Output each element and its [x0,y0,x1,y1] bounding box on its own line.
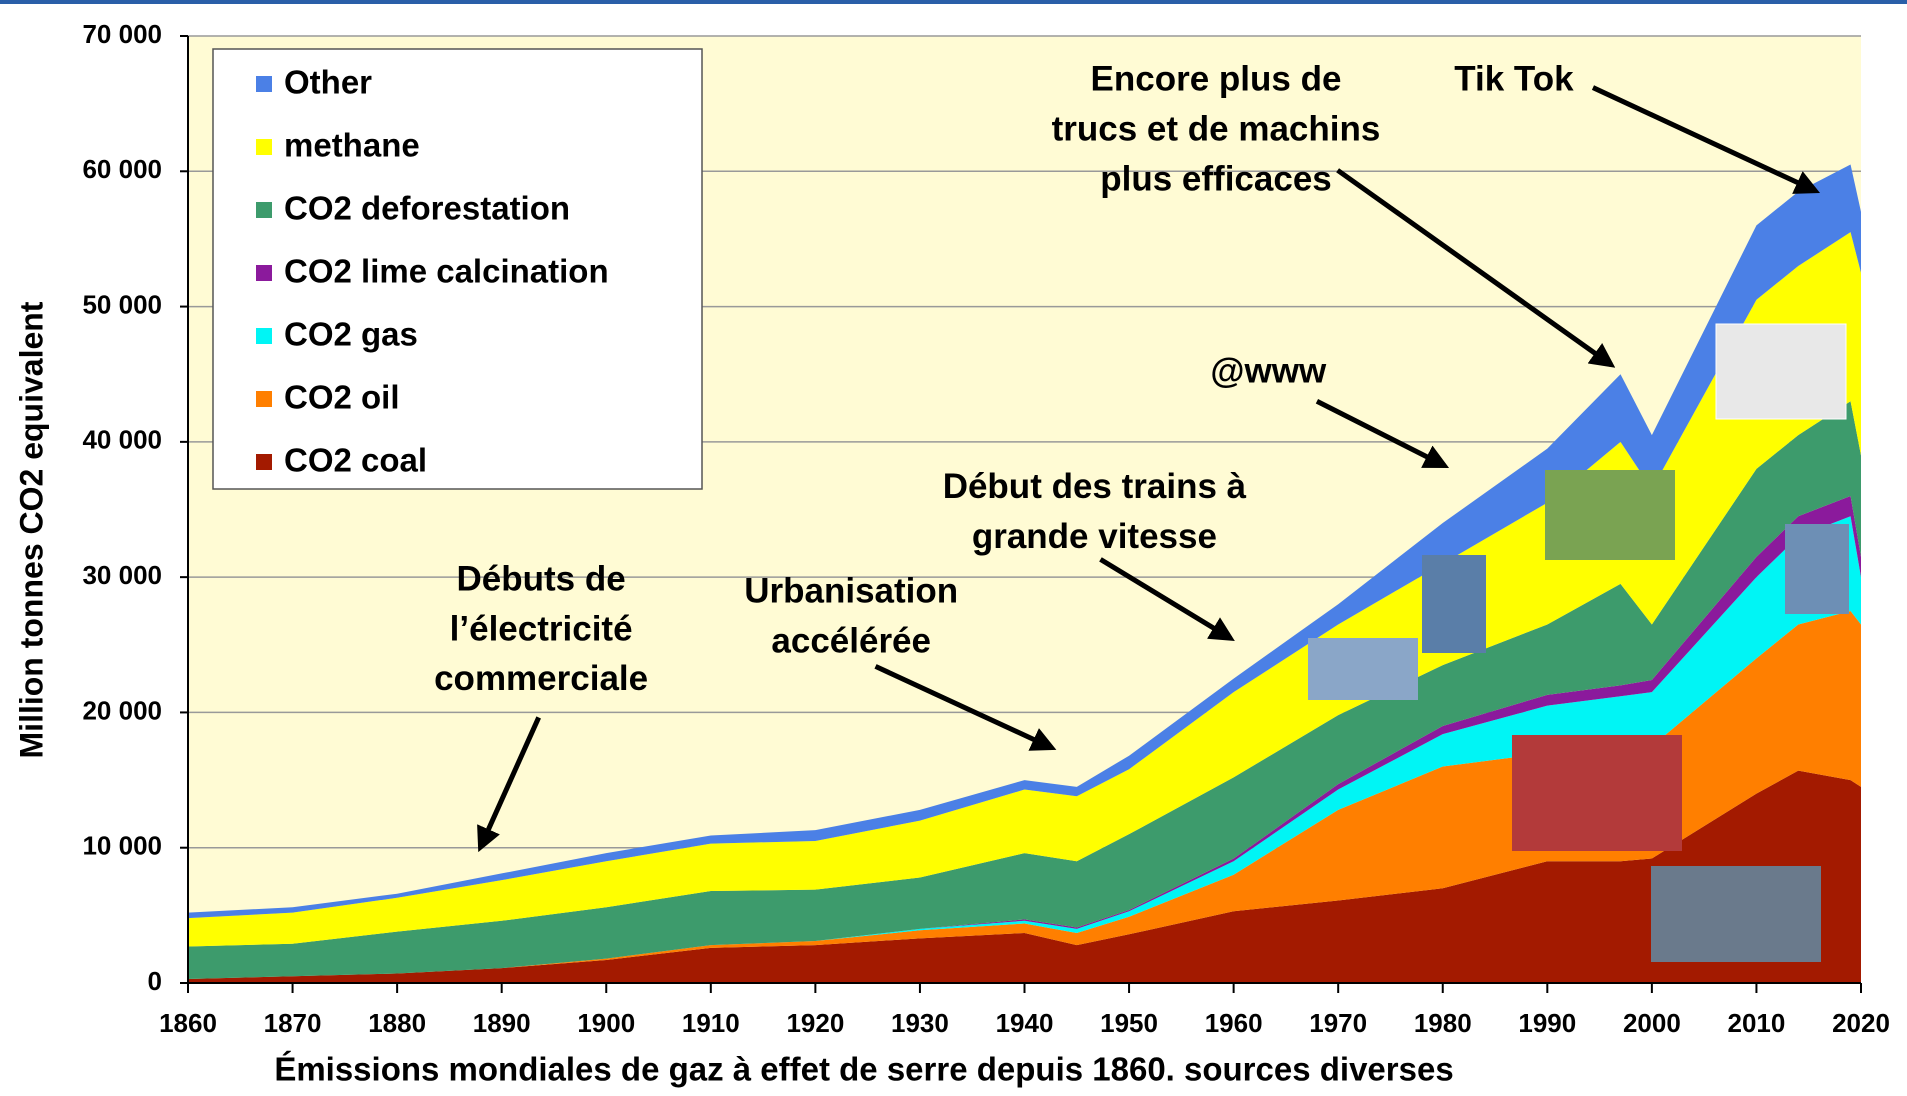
photo-oil-pump [1308,638,1418,700]
photo-rice-field [1545,470,1675,560]
x-tick-label: 1890 [473,1008,531,1038]
annotation-text: Début des trains à [943,467,1247,506]
photos [1308,323,1849,962]
legend-swatch [256,76,272,92]
x-tick-label: 2000 [1623,1008,1681,1038]
annotation-arrow [1099,557,1235,641]
annotation-arrow [477,716,541,853]
photo-oil-barrels [1512,735,1682,851]
annotation-text: @www [1210,352,1327,391]
annotation-text: l’électricité [450,609,633,648]
x-tick-label: 1940 [996,1008,1054,1038]
legend-swatch [256,139,272,155]
x-tick-label: 1900 [577,1008,635,1038]
annotation-arrow [1591,85,1821,194]
area [188,610,1861,979]
x-tick-label: 2020 [1832,1008,1890,1038]
x-tick-label: 1970 [1309,1008,1367,1038]
y-tick-label: 10 000 [82,831,162,861]
legend-swatch [256,328,272,344]
legend-swatch [256,202,272,218]
annotation-text: accélérée [771,622,931,661]
x-tick-label: 1910 [682,1008,740,1038]
x-tick-label: 1990 [1518,1008,1576,1038]
y-tick-label: 50 000 [82,289,162,319]
x-tick-label: 1870 [264,1008,322,1038]
top-border [0,0,1907,4]
annotation-text: plus efficaces [1100,159,1332,198]
area [188,232,1861,947]
x-tick-label: 1920 [786,1008,844,1038]
legend-label: CO2 oil [284,379,400,416]
y-tick-label: 40 000 [82,425,162,455]
x-tick-label: 1880 [368,1008,426,1038]
x-tick-label: 1980 [1414,1008,1472,1038]
legend-label: CO2 deforestation [284,190,570,227]
annotation-arrow [1315,399,1450,468]
annotation-text: Urbanisation [744,572,958,611]
legend-swatch [256,265,272,281]
annotation-text: trucs et de machins [1052,110,1381,149]
annotation-arrow [874,664,1057,751]
annotation-text: commerciale [434,659,648,698]
legend-label: CO2 lime calcination [284,253,609,290]
photo-gas-flare-2 [1785,524,1849,614]
annotation-text: grande vitesse [972,517,1217,556]
area [188,770,1861,983]
x-tick-label: 1950 [1100,1008,1158,1038]
y-tick-label: 60 000 [82,154,162,184]
annotation-text: Encore plus de [1091,60,1342,99]
x-tick-label: 1960 [1205,1008,1263,1038]
y-axis-label: Million tonnes CO2 equivalent [13,301,49,758]
annotations: Débuts de l’électricité commerciale Urbanis… [434,60,1821,853]
annotation-text: Débuts de [457,559,626,598]
legend-box [212,48,703,490]
y-tick-label: 30 000 [82,560,162,590]
legend-label: methane [284,127,420,164]
legend-label: Other [284,64,372,101]
annotation-arrow [1336,168,1616,368]
chart-title: Émissions mondiales de gaz à effet de se… [274,1051,1453,1088]
x-tick-label: 1930 [891,1008,949,1038]
photo-coal-mine [1651,866,1821,962]
photo-cow [1715,323,1847,420]
legend-label: CO2 gas [284,316,418,353]
legend-swatch [256,454,272,470]
x-tick-label: 1860 [159,1008,217,1038]
photo-gas-flare [1422,555,1486,653]
annotation-text: Tik Tok [1454,60,1574,99]
x-tick-label: 2010 [1728,1008,1786,1038]
y-tick-label: 0 [148,966,162,996]
y-tick-label: 70 000 [82,19,162,49]
y-tick-label: 20 000 [82,695,162,725]
area [188,401,1861,979]
legend-label: CO2 coal [284,442,427,479]
legend-swatch [256,391,272,407]
legend: Other methane CO2 deforestation CO2 lime ca… [256,64,609,479]
